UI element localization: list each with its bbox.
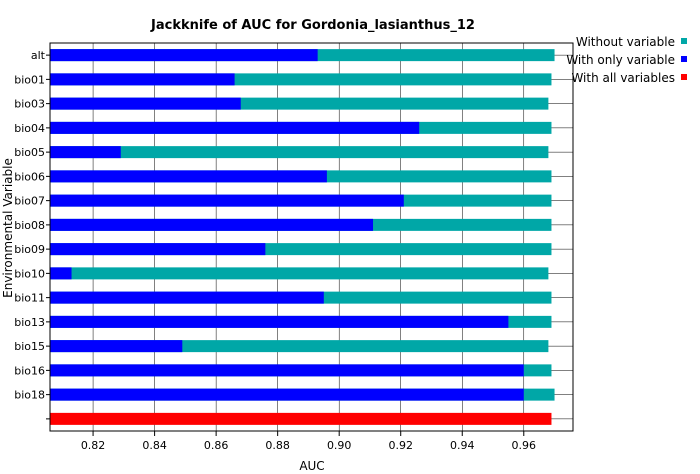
y-axis-label: Environmental Variable bbox=[1, 158, 15, 298]
legend-swatch bbox=[681, 38, 687, 44]
y-tick-label: bio01 bbox=[14, 73, 45, 86]
legend-label: With all variables bbox=[571, 71, 675, 85]
legend: Without variable With only variable With a… bbox=[566, 35, 687, 85]
bar-without-variable-bio05 bbox=[50, 146, 549, 159]
y-tick-label: bio13 bbox=[14, 316, 45, 329]
x-tick-label: 0.92 bbox=[388, 439, 413, 452]
bar-without-variable-bio10 bbox=[50, 267, 549, 280]
x-tick-label: 0.96 bbox=[512, 439, 537, 452]
bar-with-only-variable-bio04 bbox=[50, 121, 420, 134]
y-tick-label: bio11 bbox=[14, 292, 45, 305]
bar-with-only-variable-bio06 bbox=[50, 170, 327, 183]
y-tick-label: bio04 bbox=[14, 122, 45, 135]
y-tick-label: bio15 bbox=[14, 340, 45, 353]
bars bbox=[50, 49, 555, 425]
bar-with-only-variable-bio05 bbox=[50, 146, 121, 159]
chart-title: Jackknife of AUC for Gordonia_lasianthus… bbox=[150, 18, 475, 33]
x-tick-label: 0.88 bbox=[265, 439, 290, 452]
x-tick-label: 0.82 bbox=[81, 439, 106, 452]
bar-with-only-variable-bio16 bbox=[50, 364, 524, 377]
y-tick-label: bio09 bbox=[14, 243, 45, 256]
y-tick-label: bio18 bbox=[14, 389, 45, 402]
bar-with-only-variable-bio18 bbox=[50, 388, 524, 401]
x-tick-label: 0.84 bbox=[142, 439, 167, 452]
bar-with-only-variable-bio09 bbox=[50, 243, 266, 256]
y-tick-label: bio03 bbox=[14, 98, 45, 111]
bar-with-only-variable-bio11 bbox=[50, 291, 324, 304]
y-tick-label: bio05 bbox=[14, 146, 45, 159]
y-tick-label: bio07 bbox=[14, 195, 45, 208]
plot-frame bbox=[49, 42, 574, 432]
x-axis-ticks: 0.82 0.84 0.86 0.88 0.90 0.92 0.94 0.96 bbox=[81, 431, 536, 452]
bar-with-only-variable-bio03 bbox=[50, 97, 241, 110]
bar-with-only-variable-bio01 bbox=[50, 73, 235, 86]
bar-with-only-variable-bio15 bbox=[50, 340, 183, 353]
legend-label: With only variable bbox=[566, 53, 675, 67]
legend-swatch bbox=[681, 74, 687, 80]
x-tick-label: 0.90 bbox=[327, 439, 352, 452]
y-tick-label: bio10 bbox=[14, 267, 45, 280]
x-axis-label: AUC bbox=[299, 459, 324, 473]
bar-with-only-variable-bio13 bbox=[50, 315, 509, 328]
bar-with-only-variable-bio10 bbox=[50, 267, 72, 280]
bar-with-only-variable-bio07 bbox=[50, 194, 404, 207]
y-axis-ticks: alt bio01 bio03 bio04 bio05 bio06 bio07 bio08 bi… bbox=[14, 49, 50, 420]
y-tick-label: alt bbox=[31, 49, 46, 62]
bar-with-all-variables-all bbox=[50, 412, 552, 425]
y-tick-label: bio08 bbox=[14, 219, 45, 232]
legend-label: Without variable bbox=[576, 35, 675, 49]
y-tick-label: bio06 bbox=[14, 170, 45, 183]
legend-swatch bbox=[681, 56, 687, 62]
x-tick-label: 0.94 bbox=[450, 439, 475, 452]
bar-with-only-variable-bio08 bbox=[50, 218, 374, 231]
x-tick-label: 0.86 bbox=[204, 439, 229, 452]
bar-with-only-variable-alt bbox=[50, 49, 318, 62]
y-tick-label: bio16 bbox=[14, 364, 45, 377]
